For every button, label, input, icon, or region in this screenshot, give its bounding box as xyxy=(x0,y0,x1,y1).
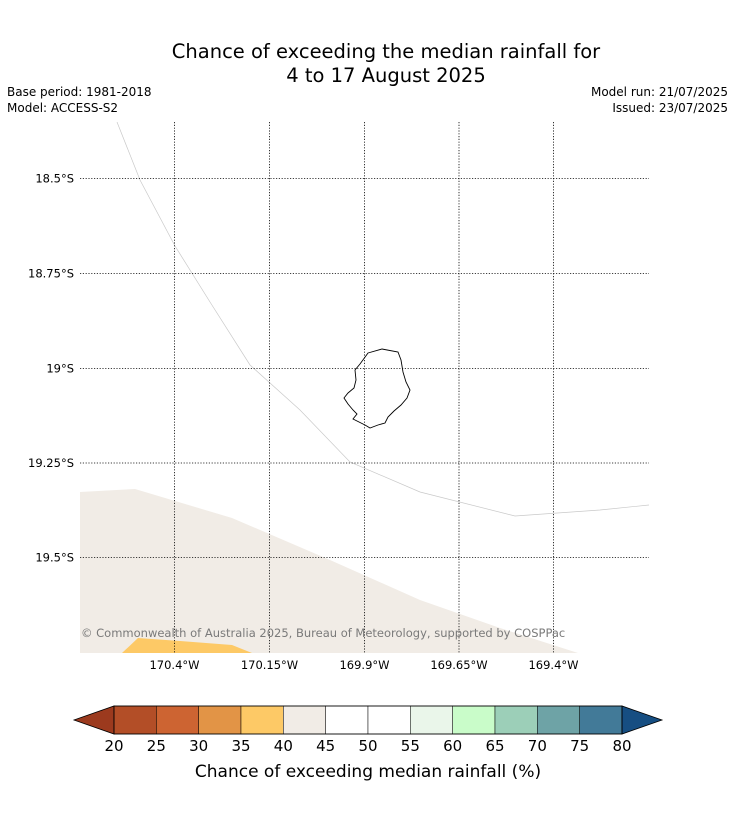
base-period-text: Base period: 1981-2018 xyxy=(7,85,152,99)
colorbar-tick-label: 40 xyxy=(274,737,293,755)
lon-label: 169.4°W xyxy=(528,658,578,672)
lat-label: 19°S xyxy=(46,362,74,376)
colorbar-outline xyxy=(113,705,623,735)
colorbar-segment xyxy=(240,705,284,735)
colorbar-label: Chance of exceeding median rainfall (%) xyxy=(194,762,542,782)
colorbar-tick-label: 80 xyxy=(612,737,631,755)
colorbar-tick-label: 35 xyxy=(231,737,250,755)
copyright-text: © Commonwealth of Australia 2025, Bureau… xyxy=(81,626,565,640)
island-outline[interactable] xyxy=(343,348,411,429)
lon-label: 170.15°W xyxy=(241,658,298,672)
lon-label: 169.65°W xyxy=(430,658,487,672)
colorbar-segment xyxy=(579,705,623,735)
colorbar-segment xyxy=(113,705,157,735)
map-title-line2: 4 to 17 August 2025 xyxy=(286,64,486,87)
colorbar-segment xyxy=(325,705,369,735)
colorbar-ticks: 20 25 30 35 40 45 50 55 60 65 70 75 80 xyxy=(104,737,631,755)
colorbar-segment xyxy=(156,705,199,735)
meta-left: Base period: 1981-2018 Model: ACCESS-S2 xyxy=(7,84,152,116)
meta-right: Model run: 21/07/2025 Issued: 23/07/2025 xyxy=(591,84,728,116)
colorbar-segment xyxy=(198,705,242,735)
lat-label: 19.25°S xyxy=(28,456,74,470)
colorbar: 20 25 30 35 40 45 50 55 60 65 70 75 80 xyxy=(72,705,664,755)
rainfall-region-35-40 xyxy=(122,638,252,653)
map-canvas[interactable]: © Commonwealth of Australia 2025, Bureau… xyxy=(0,0,736,690)
lat-label: 18.5°S xyxy=(35,172,74,186)
colorbar-tick-label: 50 xyxy=(358,737,377,755)
colorbar-tick-label: 25 xyxy=(147,737,166,755)
map-title: Chance of exceeding the median rainfall … xyxy=(0,40,736,88)
colorbar-extend-low xyxy=(72,705,115,735)
issued-text: Issued: 23/07/2025 xyxy=(612,101,728,115)
model-run-text: Model run: 21/07/2025 xyxy=(590,85,728,99)
map-plot-area xyxy=(80,122,649,653)
map-title-line1: Chance of exceeding the median rainfall … xyxy=(171,40,601,63)
lon-label: 169.9°W xyxy=(339,658,389,672)
colorbar-tick-label: 75 xyxy=(570,737,589,755)
lat-label: 19.5°S xyxy=(35,551,74,565)
colorbar-segment xyxy=(410,705,453,735)
graticule xyxy=(80,122,649,653)
colorbar-tick-label: 45 xyxy=(316,737,335,755)
colorbar-segment xyxy=(494,705,538,735)
rainfall-region-40-45 xyxy=(80,489,578,653)
lat-label: 18.75°S xyxy=(28,267,74,281)
colorbar-tick-label: 70 xyxy=(528,737,547,755)
colorbar-segment xyxy=(367,705,411,735)
colorbar-tick-label: 65 xyxy=(485,737,504,755)
lon-label: 170.4°W xyxy=(149,658,199,672)
colorbar-tick-label: 55 xyxy=(401,737,420,755)
colorbar-segment xyxy=(537,705,580,735)
probability-contour-line xyxy=(116,122,649,517)
model-text: Model: ACCESS-S2 xyxy=(7,101,119,115)
colorbar-segments xyxy=(72,705,664,735)
colorbar-extend-high xyxy=(621,705,664,735)
colorbar-segment xyxy=(452,705,496,735)
colorbar-tick-label: 60 xyxy=(443,737,462,755)
colorbar-segment xyxy=(283,705,326,735)
colorbar-tick-label: 20 xyxy=(104,737,123,755)
colorbar-tick-label: 30 xyxy=(189,737,208,755)
